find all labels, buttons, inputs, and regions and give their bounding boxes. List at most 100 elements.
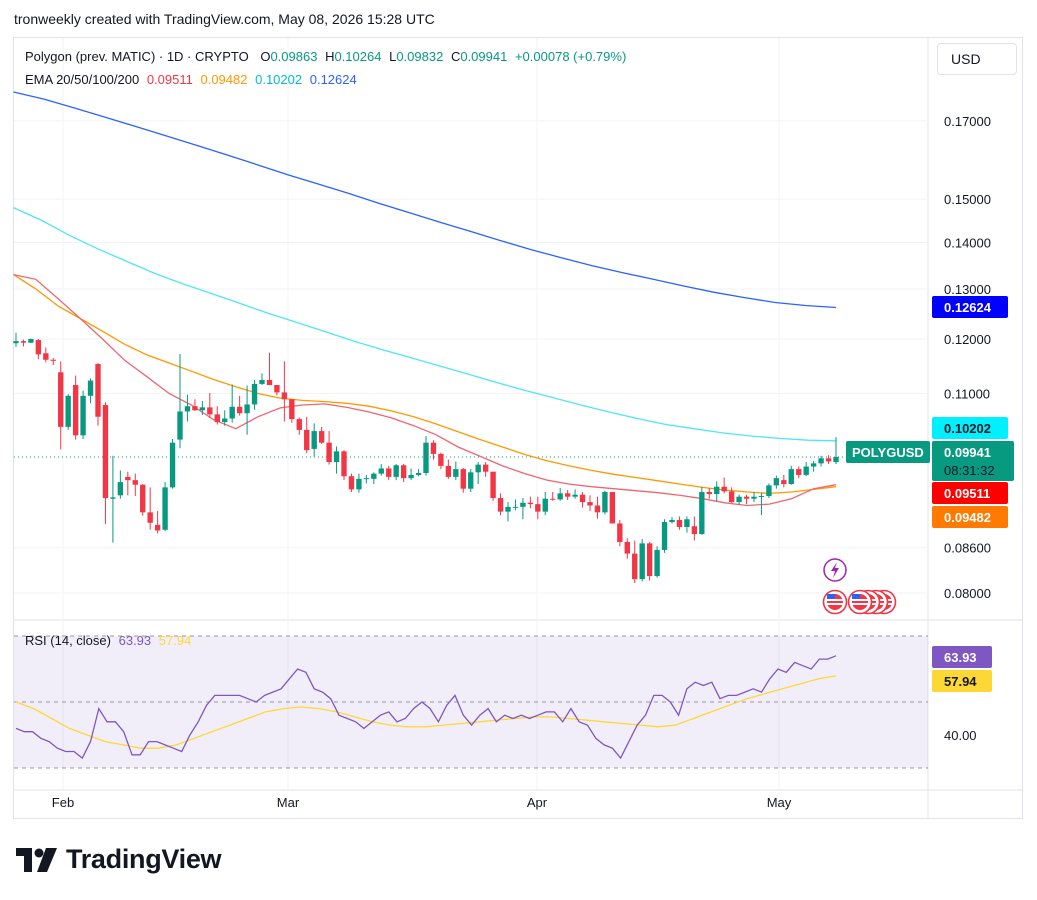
candle[interactable] [259,380,265,384]
candle[interactable] [266,380,273,386]
candle[interactable] [274,385,280,393]
candle[interactable] [430,442,437,454]
candle[interactable] [289,399,295,420]
candle[interactable] [65,395,71,427]
candle[interactable] [154,524,161,531]
candle[interactable] [497,498,504,512]
candle[interactable] [333,451,340,463]
candle[interactable] [415,472,422,475]
candle[interactable] [639,543,645,580]
candle[interactable] [781,480,787,485]
candle[interactable] [661,522,668,550]
candle[interactable] [691,526,698,535]
candle[interactable] [43,353,49,360]
candle[interactable] [28,339,34,343]
candle[interactable] [408,474,414,479]
candle[interactable] [102,405,109,499]
candle[interactable] [557,493,563,500]
candle[interactable] [833,457,839,463]
candle[interactable] [132,480,138,485]
candle[interactable] [20,341,27,343]
candle[interactable] [58,372,64,427]
candle[interactable] [766,485,772,497]
candle[interactable] [438,453,444,466]
candle[interactable] [236,406,243,414]
candle[interactable] [184,406,191,412]
candle[interactable] [378,468,384,474]
candle[interactable] [564,493,571,497]
candle[interactable] [445,465,452,477]
candle[interactable] [624,541,630,554]
candle[interactable] [386,468,392,477]
candle[interactable] [512,506,519,508]
candle[interactable] [602,492,608,513]
candle[interactable] [50,359,56,361]
candle[interactable] [669,519,675,523]
candle[interactable] [617,523,623,542]
candle[interactable] [796,469,802,475]
candle[interactable] [527,502,534,505]
candle[interactable] [550,498,556,500]
candle[interactable] [728,491,735,503]
candle[interactable] [609,492,616,524]
candle[interactable] [654,549,660,577]
currency-button[interactable]: USD [937,43,1017,75]
candle[interactable] [169,442,176,488]
candle[interactable] [400,465,407,479]
candle[interactable] [35,340,42,355]
candle[interactable] [117,482,124,496]
tradingview-logo[interactable]: TradingView [16,844,222,875]
candle[interactable] [72,385,79,436]
candle[interactable] [453,469,459,477]
candle[interactable] [348,476,355,490]
candle[interactable] [587,502,593,506]
candle[interactable] [13,341,19,344]
candle[interactable] [460,469,466,489]
candle[interactable] [505,506,511,512]
candle[interactable] [475,464,481,473]
candle[interactable] [818,458,824,464]
candle[interactable] [147,512,153,523]
candle[interactable] [110,497,116,499]
candle[interactable] [80,395,86,436]
candle[interactable] [87,380,94,396]
candle[interactable] [296,419,302,430]
candle[interactable] [520,502,526,507]
candle[interactable] [706,492,712,495]
candle[interactable] [468,472,474,489]
candle[interactable] [140,484,146,513]
candle[interactable] [371,473,377,479]
candle[interactable] [326,442,332,463]
candle[interactable] [714,486,720,495]
candle[interactable] [773,478,780,486]
candle[interactable] [222,418,228,423]
candle[interactable] [356,478,362,490]
candle[interactable] [318,431,325,443]
candle[interactable] [304,429,310,451]
candle[interactable] [632,553,638,580]
candle[interactable] [207,407,213,415]
candle[interactable] [251,383,258,405]
candle[interactable] [684,519,690,527]
candle[interactable] [482,464,489,472]
candle[interactable] [423,442,429,473]
candle[interactable] [743,496,750,499]
candle[interactable] [825,458,832,462]
candle[interactable] [542,498,548,512]
candle[interactable] [535,504,541,512]
candle[interactable] [229,406,235,419]
candle[interactable] [214,414,220,423]
candle[interactable] [699,492,705,535]
candle[interactable] [177,411,183,440]
candle[interactable] [363,478,370,480]
candle[interactable] [572,494,578,497]
candle[interactable] [490,471,496,499]
candle[interactable] [803,466,809,475]
candle[interactable] [594,505,601,513]
candle[interactable] [199,407,206,411]
candle[interactable] [281,392,288,400]
candle[interactable] [788,469,794,485]
candle[interactable] [758,496,765,498]
candle[interactable] [244,404,250,414]
